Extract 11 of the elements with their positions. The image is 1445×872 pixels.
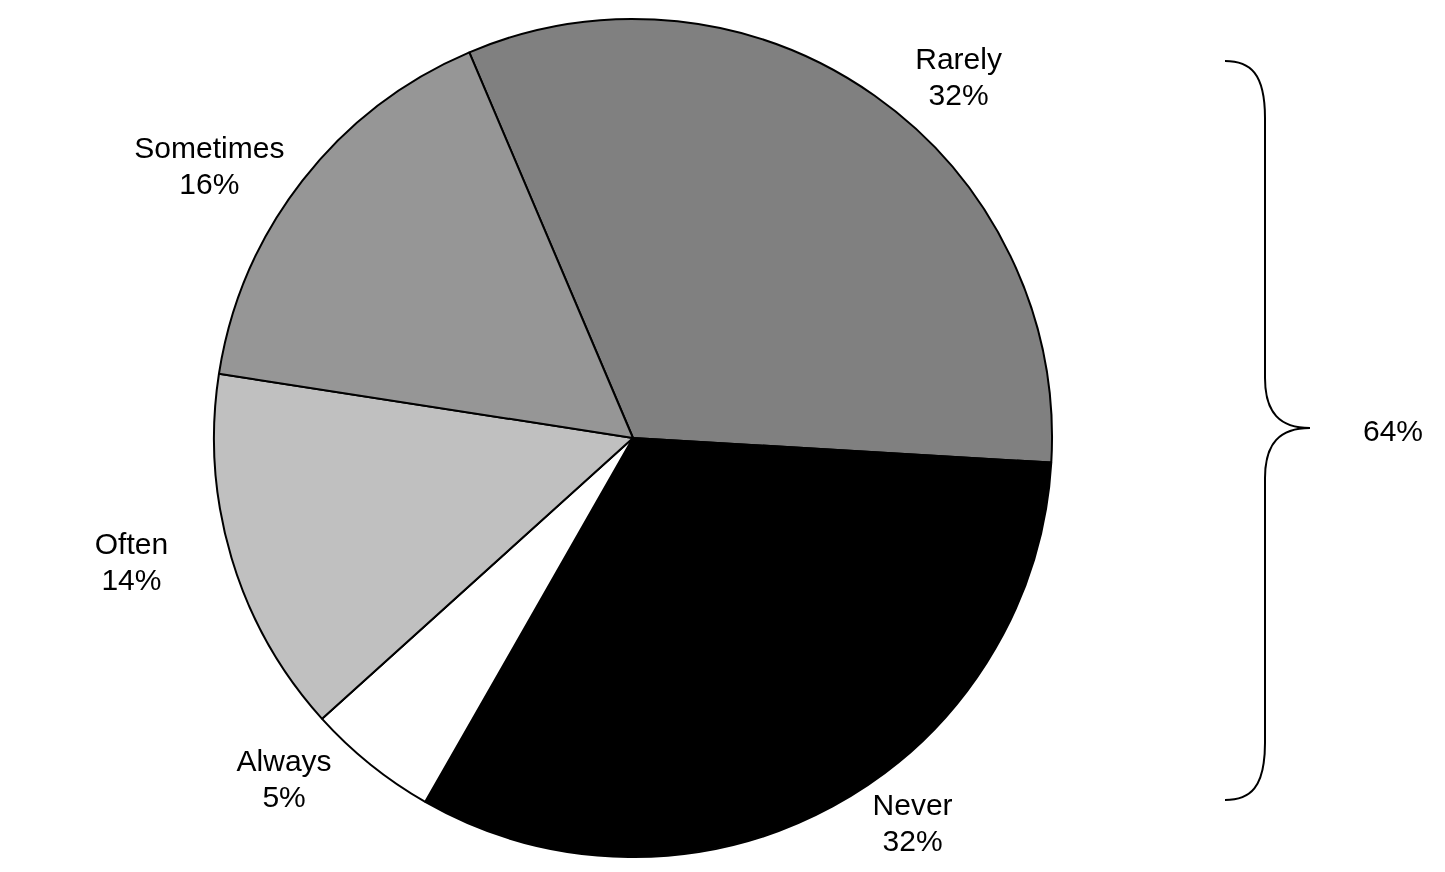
data-label: 5%: [262, 780, 306, 814]
slice-label: Sometimes: [134, 130, 285, 164]
slice-label: Never: [872, 788, 953, 822]
data-label: 16%: [179, 166, 240, 200]
slice-label: Often: [94, 527, 169, 561]
text: 64%: [1362, 414, 1424, 448]
data-label: 14%: [101, 563, 162, 597]
data-label: 32%: [928, 77, 989, 111]
slice-label: Always: [236, 744, 332, 778]
data-label: 32%: [882, 824, 943, 858]
slice-label: Rarely: [915, 41, 1002, 75]
